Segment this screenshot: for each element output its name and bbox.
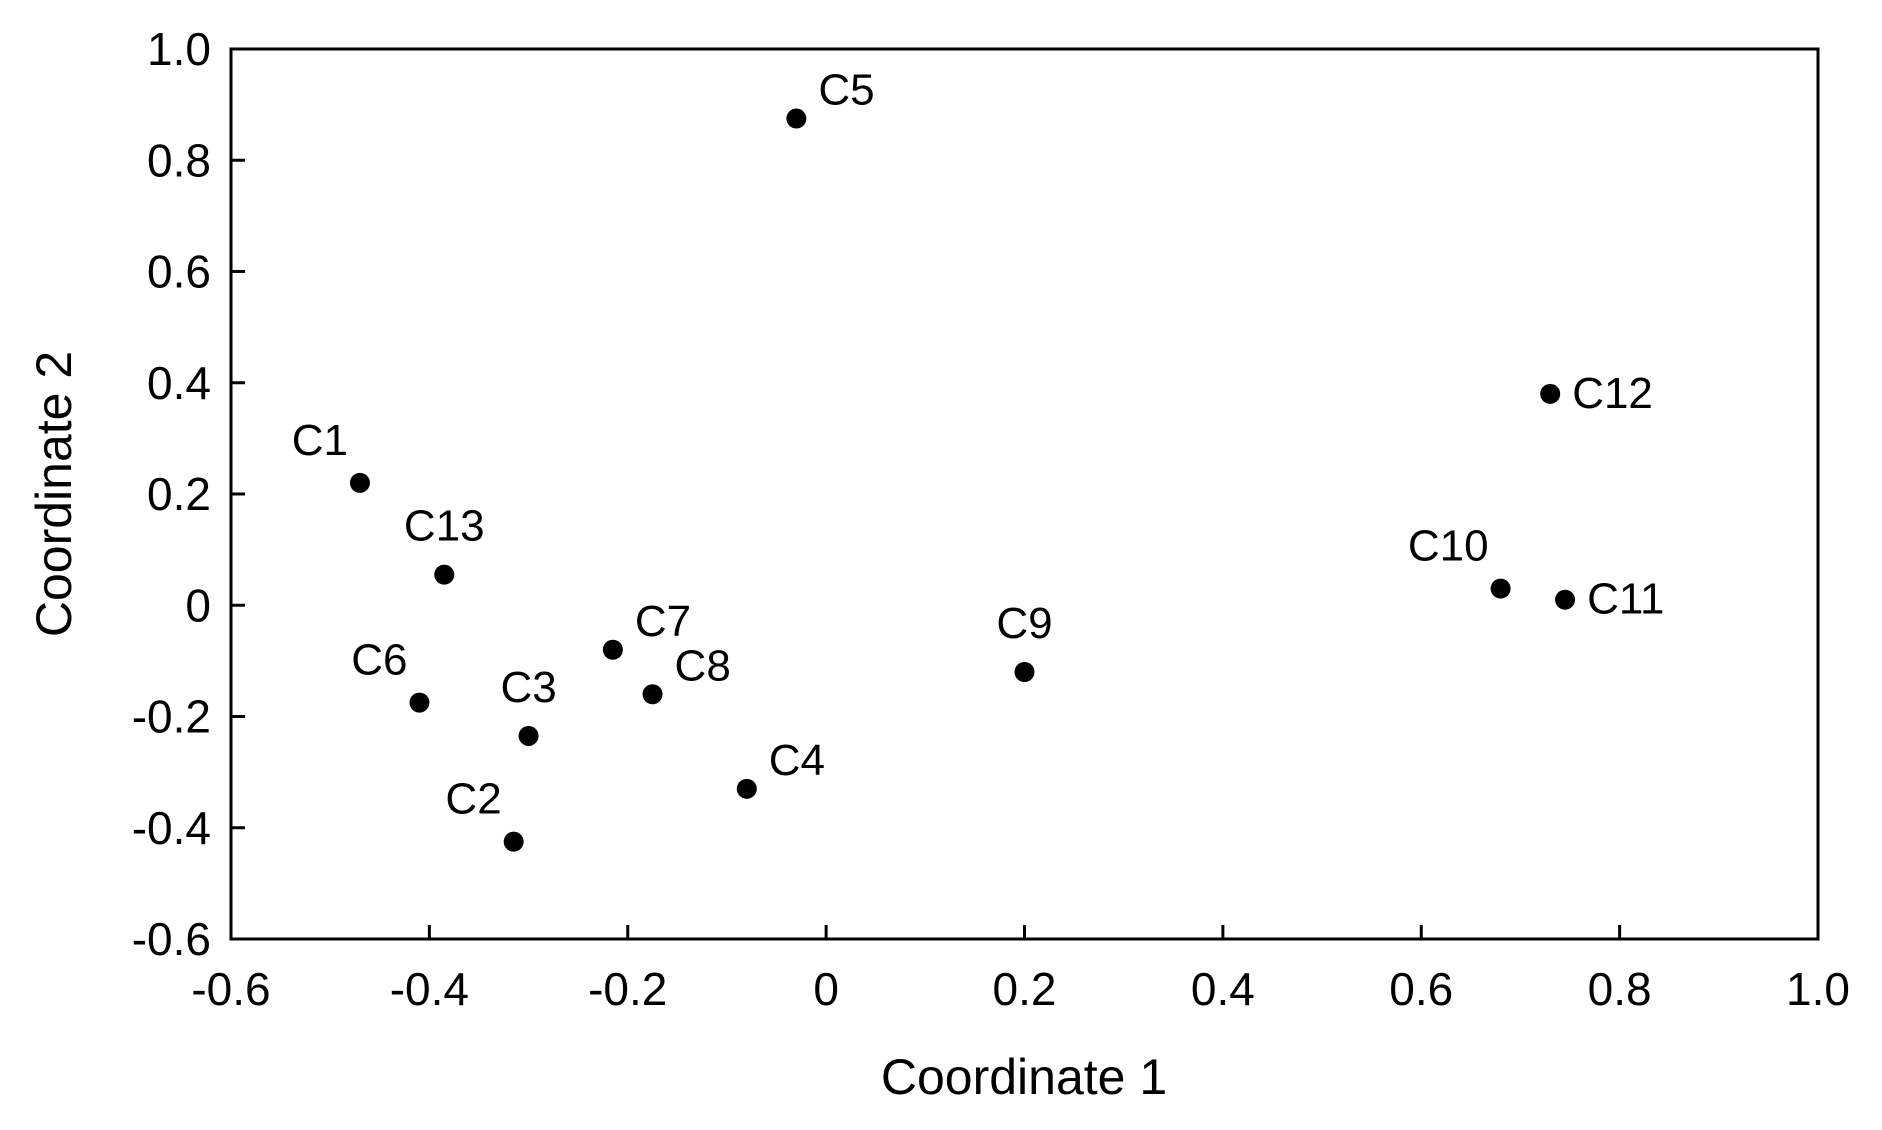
x-tick-label: -0.6	[191, 963, 270, 1015]
x-tick-label: -0.4	[390, 963, 469, 1015]
x-tick-label: 0.4	[1191, 963, 1255, 1015]
y-tick-label: 0.4	[147, 357, 211, 409]
data-point-label: C10	[1408, 522, 1489, 571]
y-tick-label: -0.4	[132, 802, 211, 854]
y-tick-label: 0.2	[147, 468, 211, 520]
x-tick-label: 0.6	[1389, 963, 1453, 1015]
data-point-label: C11	[1587, 575, 1664, 624]
data-point	[434, 564, 455, 585]
data-point-label: C4	[769, 736, 825, 785]
data-point-label: C12	[1572, 369, 1653, 418]
data-point	[503, 831, 524, 852]
data-point-label: C3	[500, 663, 556, 712]
data-point	[786, 108, 807, 129]
data-point	[642, 684, 663, 705]
data-point-label: C1	[292, 416, 348, 465]
x-tick-label: 0.2	[993, 963, 1057, 1015]
data-point	[736, 778, 757, 799]
data-points	[349, 108, 1576, 852]
data-point-label: C13	[404, 502, 485, 551]
x-axis-ticks: -0.6 -0.4 -0.2 0 0.2 0.4 0.6 0.8 1.0	[191, 925, 1850, 1015]
y-tick-label: -0.2	[132, 691, 211, 743]
x-axis-title: Coordinate 1	[881, 1049, 1167, 1105]
x-tick-label: -0.2	[588, 963, 667, 1015]
x-tick-label: 0	[813, 963, 839, 1015]
data-point-label: C9	[996, 599, 1052, 648]
data-point	[349, 472, 370, 493]
data-point	[518, 725, 539, 746]
data-point-label: C6	[351, 636, 407, 685]
y-axis-title: Coordinate 2	[26, 351, 82, 637]
data-point-label: C2	[445, 775, 501, 824]
y-tick-label: 0.6	[147, 246, 211, 298]
data-point-label: C7	[635, 597, 691, 646]
x-tick-label: 0.8	[1588, 963, 1652, 1015]
y-tick-label: 0	[185, 579, 211, 631]
x-tick-label: 1.0	[1786, 963, 1850, 1015]
data-point	[602, 639, 623, 660]
y-tick-label: 0.8	[147, 134, 211, 186]
data-point	[1014, 662, 1035, 682]
y-tick-label: -0.6	[132, 913, 211, 965]
data-point	[1555, 589, 1576, 610]
y-tick-label: 1.0	[147, 23, 211, 75]
data-point	[1490, 578, 1511, 599]
data-point-label: C8	[675, 641, 731, 690]
data-point	[1540, 383, 1561, 404]
data-point	[409, 692, 430, 713]
y-axis-ticks: -0.6 -0.4 -0.2 0 0.2 0.4 0.6 0.8 1.0	[132, 23, 245, 965]
data-point-label: C5	[818, 66, 874, 115]
